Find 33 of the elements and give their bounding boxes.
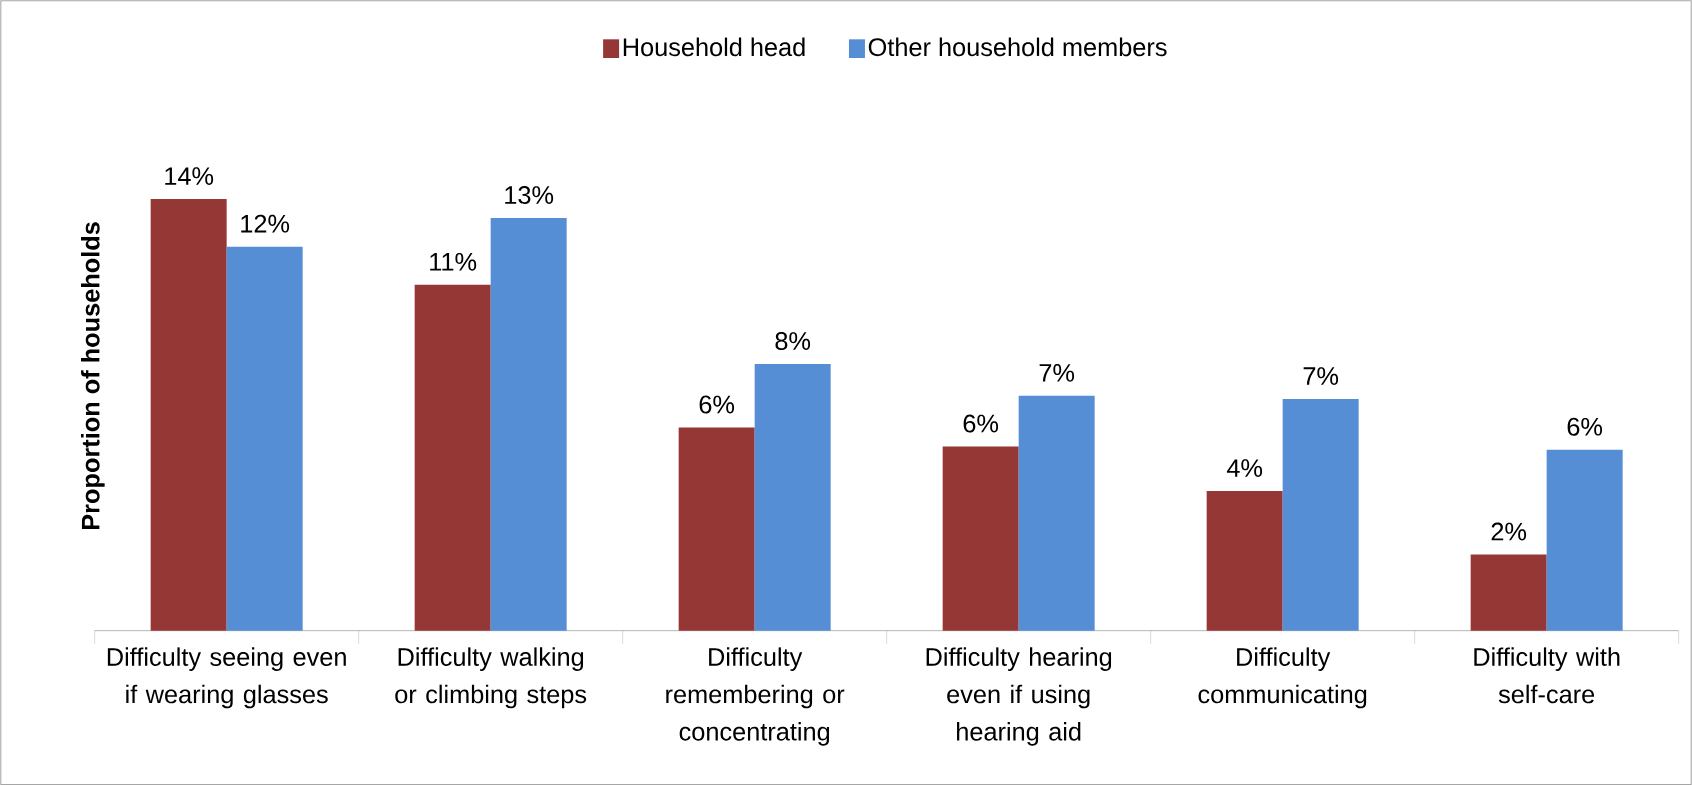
x-tick-label: Difficulty seeing even if wearing glasses [107,647,346,709]
bar [150,198,227,631]
legend-label: Other household members [868,37,1167,57]
x-tick-label: Difficulty walking or climbing steps [395,647,587,709]
data-label: 14% [165,167,214,185]
bar [226,246,303,631]
data-label: 2% [1491,522,1527,541]
bar [1282,398,1359,631]
data-label: 6% [963,414,999,433]
y-axis-title: Proportion of households [81,222,105,529]
data-label: 7% [1039,363,1075,382]
bar [754,363,831,631]
data-label: 8% [775,331,811,350]
data-label: 11% [430,252,477,271]
bar [942,446,1019,631]
bar [414,284,491,631]
bar [1206,490,1283,631]
data-label: 6% [699,395,735,414]
x-tick-label: Difficulty hearing even if using hearing aid [926,647,1112,746]
legend-label: Household head [623,37,805,57]
data-label: 12% [241,214,290,233]
x-tick-label: Difficulty with self-care [1474,647,1620,704]
data-label: 4% [1226,459,1263,477]
data-label: 13% [505,185,554,204]
data-label: 6% [1567,417,1603,436]
bar [1546,449,1623,631]
x-tick-label: Difficulty communicating [1198,647,1367,709]
data-label: 7% [1303,367,1339,385]
x-tick-label: Difficulty remembering or concentrating [666,647,845,746]
bar [1470,554,1547,631]
bar [678,427,755,631]
bar [490,217,567,631]
bar [1018,395,1095,631]
